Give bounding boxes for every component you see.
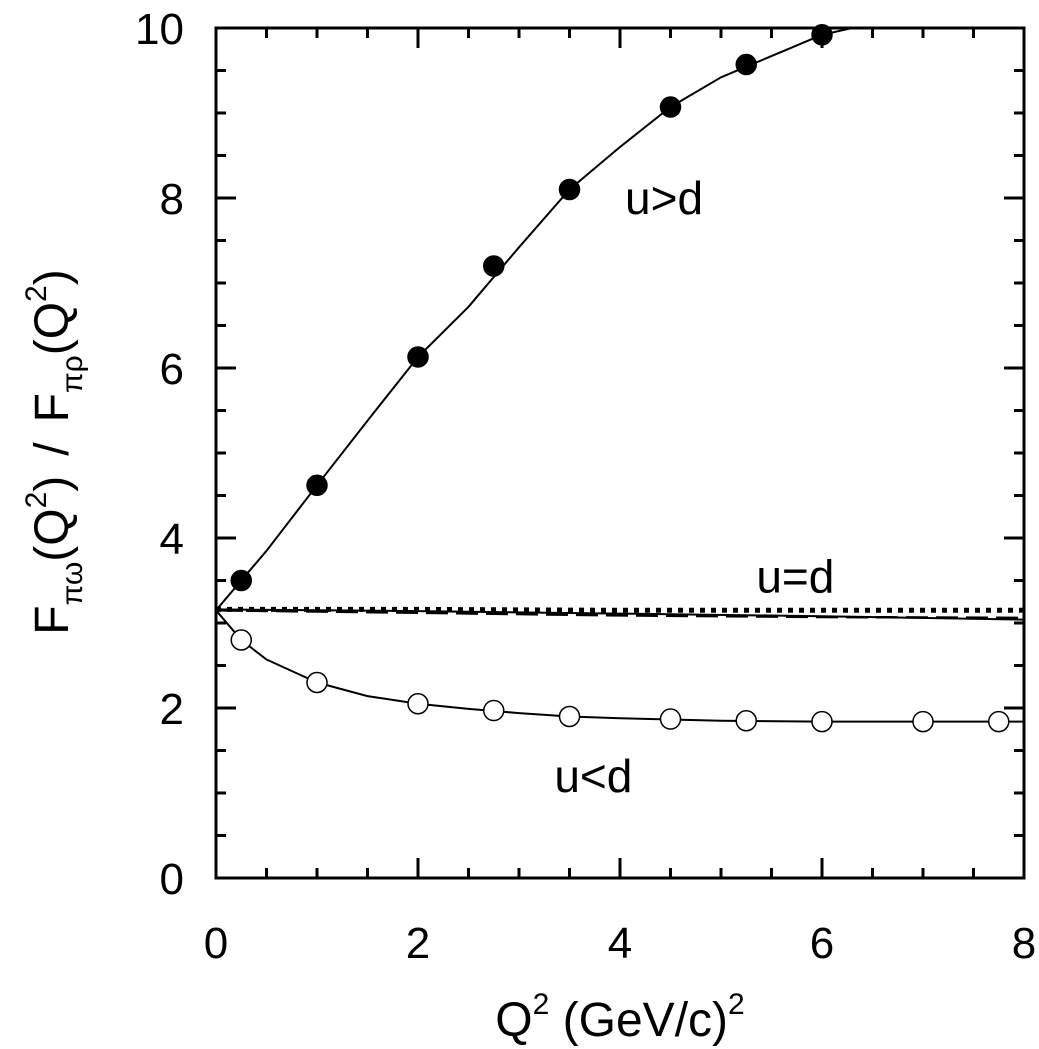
y-axis-f1-sub: πω <box>56 562 89 606</box>
y-tick-label: 4 <box>160 515 184 564</box>
open-data-point <box>912 710 934 733</box>
x-axis-label: Q2 (GeV/c)2 <box>495 988 744 1047</box>
y-axis-f2: F <box>26 393 79 422</box>
open-data-point <box>483 699 505 722</box>
open-data-point <box>230 629 252 651</box>
series-markers <box>230 24 1010 733</box>
filled-data-point <box>407 346 429 368</box>
y-tick-label: 10 <box>135 5 184 54</box>
filled-data-point <box>483 255 505 277</box>
x-tick-label: 0 <box>204 919 228 968</box>
y-tick-label: 8 <box>160 175 184 224</box>
filled-data-point <box>306 474 328 497</box>
y-tick-label: 0 <box>160 855 184 904</box>
series-line-solid <box>215 609 1024 723</box>
x-tick-label: 2 <box>406 919 430 968</box>
open-data-point <box>735 710 757 732</box>
filled-data-point <box>735 53 757 76</box>
open-data-point <box>306 671 328 694</box>
tick-labels: 0 2 4 6 8 0 2 4 6 8 10 <box>135 5 1036 968</box>
open-data-point <box>659 708 682 730</box>
series-line-solid <box>215 27 853 611</box>
open-data-point <box>988 710 1010 733</box>
open-data-point <box>407 693 429 715</box>
y-tick-label: 2 <box>160 685 184 734</box>
curve-annotation: u>d <box>625 172 703 224</box>
series-lines <box>215 27 1025 723</box>
series-line-dashed <box>215 609 1025 620</box>
y-axis-arg2-sup: 2 <box>20 285 53 302</box>
filled-data-point <box>811 24 833 46</box>
y-axis-arg1-close: ) <box>26 476 79 492</box>
x-tick-label: 4 <box>608 919 632 968</box>
y-tick-label: 6 <box>160 345 184 394</box>
y-axis-arg2-close: ) <box>26 269 79 285</box>
y-axis-arg1: (Q <box>26 508 79 561</box>
open-data-point <box>811 710 833 733</box>
y-axis-f1: F <box>26 605 79 634</box>
x-tick-label: 6 <box>810 919 834 968</box>
y-axis-arg1-sup: 2 <box>20 492 53 509</box>
x-axis-sup: 2 <box>533 988 550 1021</box>
annotations: u>d u=d u<d <box>554 172 834 802</box>
y-axis-f2-sub: πρ <box>56 355 89 393</box>
x-axis-main: Q <box>495 994 532 1047</box>
curve-annotation: u=d <box>756 550 834 602</box>
axis-ticks <box>214 26 1026 880</box>
filled-data-point <box>230 569 252 592</box>
curve-annotation: u<d <box>554 750 632 802</box>
filled-data-point <box>659 96 682 118</box>
x-tick-label: 8 <box>1012 919 1036 968</box>
y-axis-label: Fπω(Q2)/Fπρ(Q2) <box>20 269 89 634</box>
x-axis-unit: (GeV/c) <box>549 994 728 1047</box>
x-axis-unit-sup: 2 <box>728 988 745 1021</box>
y-axis-slash: / <box>26 442 79 456</box>
open-data-point <box>558 705 581 728</box>
series-line-dotted <box>216 606 1024 613</box>
y-axis-arg2: (Q <box>26 302 79 355</box>
filled-data-point <box>558 178 581 201</box>
